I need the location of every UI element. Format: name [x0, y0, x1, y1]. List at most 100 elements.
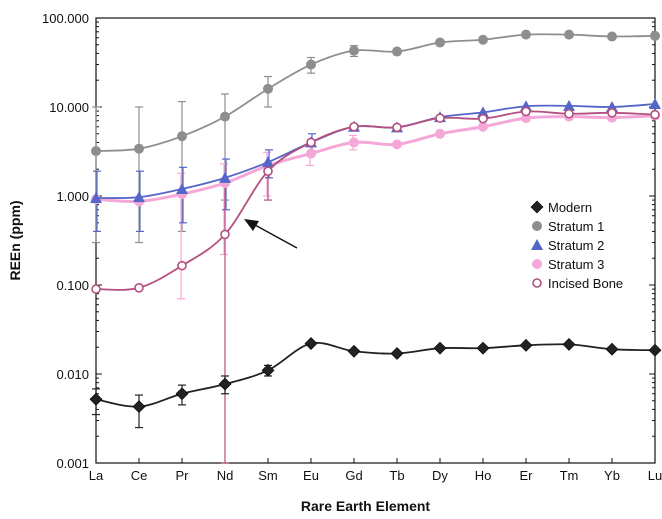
arrow-shaft: [254, 224, 298, 249]
x-axis-title: Rare Earth Element: [301, 498, 430, 514]
data-point: [435, 128, 445, 139]
data-point: [263, 83, 273, 94]
legend-label: Incised Bone: [548, 276, 623, 291]
legend-label: Modern: [548, 200, 592, 215]
data-point: [262, 156, 274, 168]
data-point: [392, 122, 402, 133]
x-tick-label: Lu: [648, 468, 662, 483]
x-tick-label: Tb: [389, 468, 404, 483]
data-point: [650, 30, 660, 41]
data-point: [218, 377, 232, 391]
data-point: [390, 347, 404, 360]
x-tick-label: Pr: [176, 468, 190, 483]
legend-item-stratum-2: Stratum 2: [531, 238, 604, 253]
data-point: [435, 113, 445, 123]
data-point: [650, 109, 660, 120]
data-point: [563, 99, 575, 111]
x-tick-label: Ho: [475, 468, 492, 483]
data-point: [521, 106, 531, 117]
data-point: [349, 45, 359, 56]
x-tick-label: Eu: [303, 468, 319, 483]
x-tick-label: Dy: [432, 468, 448, 483]
data-point: [477, 106, 489, 118]
data-point: [349, 137, 359, 148]
y-tick-label: 100.000: [42, 11, 89, 26]
data-point: [90, 191, 102, 203]
data-point: [648, 343, 662, 357]
legend: Modern Stratum 1 Stratum 2 Stratum 3 Incised…: [530, 200, 623, 291]
data-point: [649, 98, 661, 110]
y-tick-label: 10.000: [49, 100, 89, 115]
data-point: [392, 139, 402, 150]
data-point: [261, 363, 275, 377]
data-point: [347, 344, 361, 358]
data-point: [306, 59, 316, 70]
legend-marker: [532, 278, 542, 288]
data-point: [476, 341, 490, 355]
data-point: [304, 337, 318, 350]
legend-item-modern: Modern: [530, 200, 592, 215]
data-point: [132, 400, 146, 414]
series-incised-bone: [91, 106, 660, 294]
data-point: [433, 341, 447, 355]
series-stratum-3: [91, 110, 660, 207]
series-modern: [89, 337, 662, 414]
error-bars-stratum-2: [93, 133, 316, 233]
data-point: [219, 171, 231, 183]
data-point: [176, 182, 188, 194]
annotation-arrow: [244, 219, 298, 249]
data-point: [133, 191, 145, 203]
data-point: [306, 137, 316, 148]
data-point: [478, 121, 488, 132]
data-point: [564, 29, 574, 40]
legend-label: Stratum 3: [548, 257, 604, 272]
legend-label: Stratum 1: [548, 219, 604, 234]
data-point: [91, 146, 101, 157]
legend-marker: [531, 239, 543, 250]
x-tick-label: Sm: [258, 468, 278, 483]
arrow-head: [244, 219, 259, 231]
x-tick-label: Er: [520, 468, 534, 483]
x-tick-label: Yb: [604, 468, 620, 483]
y-tick-label: 0.100: [56, 278, 89, 293]
data-point: [177, 260, 187, 271]
x-tick-label: Tm: [560, 468, 579, 483]
data-point: [478, 113, 488, 124]
legend-label: Stratum 2: [548, 238, 604, 253]
data-point: [392, 46, 402, 57]
data-point: [521, 113, 531, 124]
data-point: [263, 166, 273, 176]
error-bars-incised-bone: [221, 168, 272, 464]
data-point: [521, 29, 531, 40]
legend-item-stratum-1: Stratum 1: [532, 219, 604, 234]
data-point: [89, 392, 103, 406]
x-tick-label: Gd: [345, 468, 362, 483]
y-tick-label: 0.010: [56, 367, 89, 382]
data-point: [564, 108, 574, 119]
data-point: [349, 121, 359, 132]
data-point: [134, 283, 144, 293]
data-point: [607, 31, 617, 42]
series-stratum-1: [91, 29, 660, 157]
data-point: [562, 337, 576, 351]
data-point: [306, 148, 316, 159]
legend-marker: [532, 259, 542, 269]
y-tick-label: 0.001: [56, 456, 89, 471]
data-point: [175, 387, 189, 401]
data-point: [91, 284, 101, 294]
y-tick-label: 1.000: [56, 189, 89, 204]
data-point: [177, 131, 187, 142]
legend-item-incised-bone: Incised Bone: [532, 276, 623, 291]
data-point: [478, 34, 488, 45]
data-point: [435, 37, 445, 48]
x-tick-label: Ce: [131, 468, 148, 483]
y-axis-title: REEn (ppm): [7, 200, 23, 280]
legend-marker: [532, 221, 542, 231]
data-point: [607, 108, 617, 118]
legend-marker: [530, 200, 544, 214]
data-point: [605, 342, 619, 356]
data-point: [220, 229, 230, 240]
data-point: [134, 143, 144, 154]
x-tick-label: Nd: [217, 468, 234, 483]
